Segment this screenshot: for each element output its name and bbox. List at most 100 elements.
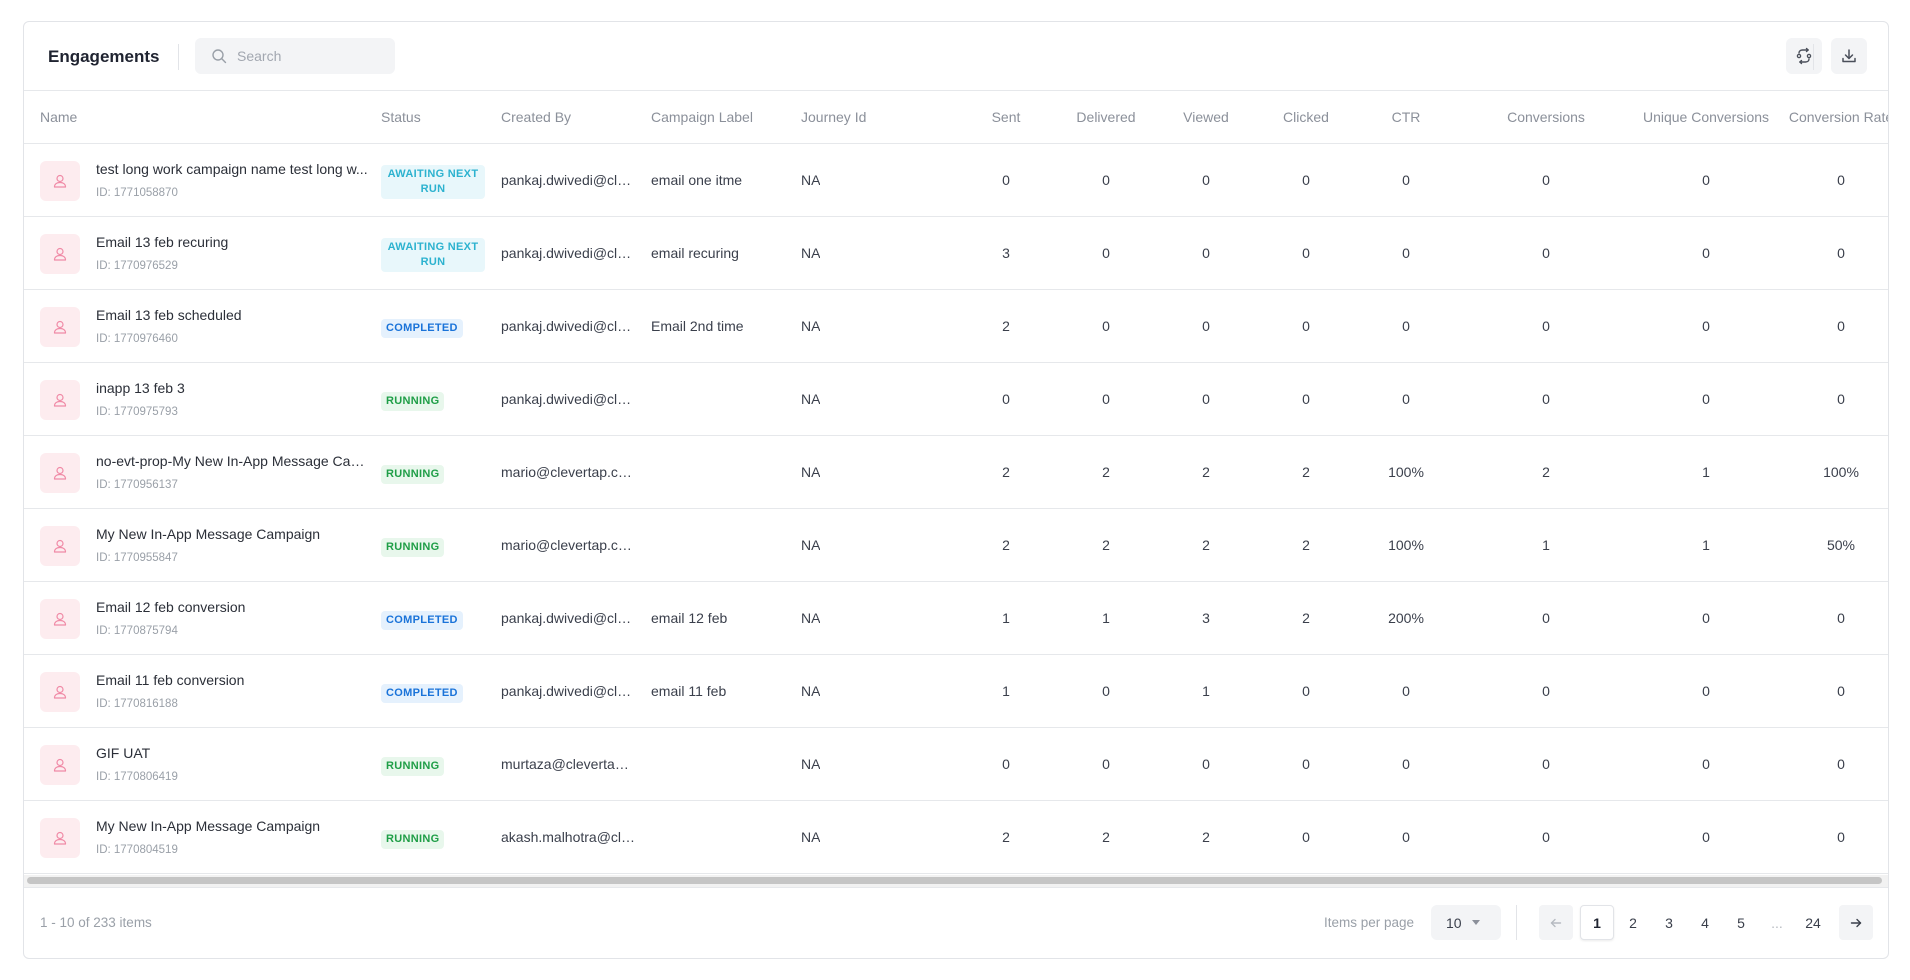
- unique-cell: 0: [1702, 172, 1710, 188]
- user-icon: [53, 539, 67, 553]
- conversions-cell: 0: [1542, 318, 1550, 334]
- campaign-id: ID: 1770806419: [96, 771, 178, 783]
- sent-cell: 0: [1002, 391, 1010, 407]
- campaign-id: ID: 1770955847: [96, 552, 178, 564]
- table-row[interactable]: no-evt-prop-My New In-App Message Cam...…: [24, 436, 1888, 509]
- campaign-name[interactable]: test long work campaign name test long w…: [96, 161, 368, 177]
- table-row[interactable]: Email 11 feb conversion ID: 1770816188 COM…: [24, 655, 1888, 728]
- ctr-cell: 0: [1402, 172, 1410, 188]
- page-title: Engagements: [48, 47, 160, 66]
- campaign-name[interactable]: Email 13 feb scheduled: [96, 307, 242, 323]
- table-row[interactable]: Email 13 feb scheduled ID: 1770976460 COMP…: [24, 290, 1888, 363]
- clicked-cell: 0: [1302, 391, 1310, 407]
- table-row[interactable]: Email 13 feb recuring ID: 1770976529 AWAIT…: [24, 217, 1888, 290]
- created-by-cell: pankaj.dwivedi@cle...: [501, 172, 636, 188]
- campaign-avatar: [40, 380, 80, 420]
- items-per-page-select[interactable]: 10: [1431, 905, 1501, 940]
- table-row[interactable]: Email 12 feb conversion ID: 1770875794 COM…: [24, 582, 1888, 655]
- column-header-unique-conversions[interactable]: Unique Conversions: [1642, 109, 1770, 125]
- campaign-avatar: [40, 745, 80, 785]
- journey-id-cell: NA: [801, 172, 821, 188]
- table-row[interactable]: GIF UAT ID: 1770806419 RUNNING murtaza@clev…: [24, 728, 1888, 801]
- user-icon: [53, 758, 67, 772]
- column-header-viewed[interactable]: Viewed: [1183, 109, 1229, 125]
- search-input[interactable]: [237, 48, 387, 64]
- campaign-avatar: [40, 818, 80, 858]
- refresh-button[interactable]: [1786, 38, 1822, 74]
- column-header-journey-id[interactable]: Journey Id: [801, 109, 867, 125]
- table-row[interactable]: test long work campaign name test long w…: [24, 144, 1888, 217]
- arrow-left-icon: [1550, 918, 1562, 927]
- table-row[interactable]: inapp 13 feb 3 ID: 1770975793 RUNNING panka…: [24, 363, 1888, 436]
- viewed-cell: 3: [1202, 610, 1210, 626]
- viewed-cell: 0: [1202, 391, 1210, 407]
- table-head: Name Status Created By Campaign Label Jo…: [24, 91, 1888, 144]
- column-header-status[interactable]: Status: [381, 109, 421, 125]
- campaign-id: ID: 1770875794: [96, 625, 178, 637]
- campaign-name[interactable]: Email 12 feb conversion: [96, 599, 246, 615]
- delivered-cell: 0: [1102, 172, 1110, 188]
- table-row[interactable]: My New In-App Message Campaign ID: 177080…: [24, 801, 1888, 874]
- column-header-delivered[interactable]: Delivered: [1076, 109, 1136, 125]
- campaign-name[interactable]: inapp 13 feb 3: [96, 380, 185, 396]
- campaign-id: ID: 1770956137: [96, 479, 178, 491]
- conversions-cell: 0: [1542, 683, 1550, 699]
- campaign-name[interactable]: Email 11 feb conversion: [96, 672, 245, 688]
- campaign-name[interactable]: Email 13 feb recuring: [96, 234, 229, 250]
- pagination-divider: [1516, 905, 1517, 940]
- campaign-label-cell: Email 2nd time: [651, 318, 744, 334]
- page-button-2[interactable]: 2: [1629, 914, 1637, 931]
- column-header-ctr[interactable]: CTR: [1391, 109, 1421, 125]
- ctr-cell: 0: [1402, 391, 1410, 407]
- column-header-name[interactable]: Name: [40, 109, 78, 125]
- unique-cell: 0: [1702, 391, 1710, 407]
- status-badge: COMPLETED: [381, 319, 463, 338]
- delivered-cell: 2: [1102, 829, 1110, 845]
- campaign-name[interactable]: My New In-App Message Campaign: [96, 818, 321, 834]
- horizontal-scrollbar[interactable]: [24, 875, 1888, 887]
- user-icon: [53, 393, 67, 407]
- campaign-name[interactable]: GIF UAT: [96, 745, 151, 761]
- page-button-5[interactable]: 5: [1737, 914, 1745, 931]
- next-page-button[interactable]: [1839, 905, 1873, 940]
- journey-id-cell: NA: [801, 245, 821, 261]
- search-box[interactable]: [195, 38, 395, 74]
- user-icon: [53, 831, 67, 845]
- campaign-label-cell: email one itme: [651, 172, 743, 188]
- rate-cell: 0: [1837, 756, 1845, 772]
- table-header-bar: Engagements: [24, 22, 1888, 91]
- ctr-cell: 100%: [1388, 537, 1424, 553]
- page-button-3[interactable]: 3: [1665, 914, 1673, 931]
- created-by-cell: pankaj.dwivedi@cle...: [501, 245, 636, 261]
- column-header-created-by[interactable]: Created By: [501, 109, 572, 125]
- column-header-clicked[interactable]: Clicked: [1283, 109, 1329, 125]
- user-icon: [53, 466, 67, 480]
- column-header-conversions[interactable]: Conversions: [1507, 109, 1585, 125]
- column-header-sent[interactable]: Sent: [991, 109, 1021, 125]
- sent-cell: 0: [1002, 172, 1010, 188]
- scrollbar-thumb[interactable]: [27, 877, 1882, 884]
- campaign-id: ID: 1770976460: [96, 333, 178, 345]
- campaign-avatar: [40, 526, 80, 566]
- column-header-conversion-rate[interactable]: Conversion Rate: [1788, 109, 1889, 125]
- unique-cell: 0: [1702, 318, 1710, 334]
- created-by-cell: pankaj.dwivedi@cle...: [501, 391, 636, 407]
- campaign-id: ID: 1770976529: [96, 260, 178, 272]
- prev-page-button[interactable]: [1539, 905, 1573, 940]
- campaign-name[interactable]: My New In-App Message Campaign: [96, 526, 321, 542]
- journey-id-cell: NA: [801, 537, 821, 553]
- clicked-cell: 0: [1302, 318, 1310, 334]
- delivered-cell: 0: [1102, 756, 1110, 772]
- table-row[interactable]: My New In-App Message Campaign ID: 177095…: [24, 509, 1888, 582]
- created-by-cell: pankaj.dwivedi@cle...: [501, 610, 636, 626]
- page-button-4[interactable]: 4: [1701, 914, 1709, 931]
- column-header-campaign-label[interactable]: Campaign Label: [651, 109, 753, 125]
- campaign-name[interactable]: no-evt-prop-My New In-App Message Cam...: [96, 453, 368, 469]
- rate-cell: 0: [1837, 610, 1845, 626]
- ctr-cell: 0: [1402, 683, 1410, 699]
- page-button-24[interactable]: 24: [1805, 914, 1821, 931]
- download-button[interactable]: [1831, 38, 1867, 74]
- campaign-label-cell: email 12 feb: [651, 610, 728, 626]
- page-button-1[interactable]: 1: [1580, 905, 1614, 940]
- status-badge: RUNNING: [381, 392, 445, 411]
